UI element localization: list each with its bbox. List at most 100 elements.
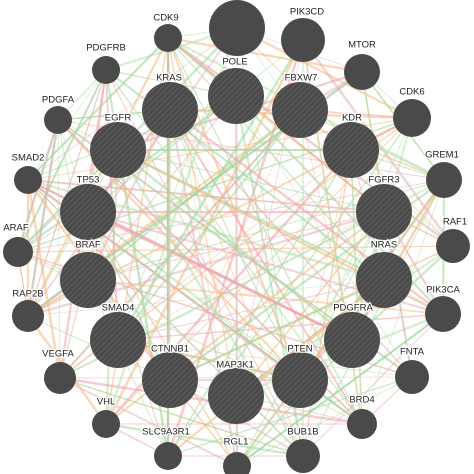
edge — [299, 109, 353, 341]
node-label: ARAF — [3, 223, 29, 234]
node-circle — [44, 362, 76, 394]
edge — [117, 109, 301, 341]
node-label: PDGFA — [42, 95, 75, 106]
edge — [27, 69, 107, 317]
node-label: CDK9 — [153, 13, 178, 24]
node-label: PIK3CD — [290, 7, 324, 18]
node-label: KRAS — [156, 73, 182, 84]
edge — [27, 37, 169, 181]
node-label: GREM1 — [425, 150, 459, 161]
node-label: FBXW7 — [285, 73, 318, 84]
node-label: RGL1 — [224, 437, 249, 448]
node-circle — [60, 252, 116, 308]
node-label: VHL — [97, 397, 115, 408]
node-label: SMAD4 — [102, 303, 135, 314]
node-label: EGFR — [105, 113, 132, 124]
node-label: SMAD2 — [12, 153, 45, 164]
node-label: BRD4 — [349, 395, 374, 406]
node-circle — [60, 184, 116, 240]
edge — [26, 119, 60, 317]
node-circle — [323, 122, 379, 178]
node-circle — [209, 0, 265, 56]
edge — [117, 149, 385, 213]
edge — [27, 27, 238, 181]
node-label: FNTA — [400, 347, 425, 358]
edge — [105, 422, 304, 458]
node-circle — [347, 409, 377, 439]
node-circle — [426, 162, 462, 198]
node-circle — [436, 229, 470, 263]
node-circle — [286, 439, 320, 473]
edge — [59, 377, 238, 467]
node-label: PIK3CA — [426, 285, 460, 296]
edge — [236, 26, 413, 120]
node-label: BRAF — [75, 240, 101, 251]
node-circle — [90, 312, 146, 368]
node-label: CDK6 — [399, 87, 424, 98]
edge — [116, 149, 305, 457]
node-circle — [92, 410, 120, 438]
node-label: TP53 — [77, 175, 100, 186]
node-circle — [12, 300, 44, 332]
node-label: PTEN — [287, 344, 312, 355]
edge — [167, 37, 385, 213]
node-circle — [223, 452, 251, 474]
node-circle — [281, 18, 325, 62]
node-circle — [393, 99, 431, 137]
edge — [87, 109, 301, 281]
edge — [117, 279, 385, 341]
node-circle — [154, 24, 182, 52]
node-label: FGFR3 — [368, 175, 399, 186]
node-circle — [142, 82, 198, 138]
edge — [116, 39, 305, 341]
node-circle — [395, 360, 429, 394]
node-circle — [324, 312, 380, 368]
node-circle — [356, 184, 412, 240]
node-circle — [272, 352, 328, 408]
node-circle — [90, 122, 146, 178]
node-label: KDR — [342, 113, 362, 124]
edge — [299, 109, 454, 247]
node-circle — [344, 54, 380, 90]
nodes: CDK9 PIK3CD MTOR CDK6 GREM1 RAF1 PIK3CA FNTA BRD… — [2, 5, 470, 474]
node-circle — [208, 368, 264, 424]
node-circle — [3, 237, 33, 267]
node-circle — [208, 68, 264, 124]
edge — [87, 279, 444, 315]
node-label: NRAS — [371, 240, 397, 251]
edge — [26, 179, 62, 379]
edge — [169, 279, 385, 381]
edge — [350, 149, 363, 425]
node-circle — [142, 352, 198, 408]
node-circle — [425, 296, 461, 332]
edge — [87, 211, 301, 381]
node-label: PDGFRA — [333, 303, 373, 314]
edge — [87, 211, 171, 381]
node-circle — [356, 252, 412, 308]
edge — [59, 377, 304, 457]
node-label: CTNNB1 — [151, 344, 189, 355]
node-label: SLC9A3R1 — [142, 427, 190, 438]
node-label: MTOR — [348, 40, 376, 51]
edge — [236, 313, 444, 467]
node-label: POLE — [222, 57, 247, 68]
edge — [167, 36, 363, 74]
node-label: MAP3K1 — [216, 360, 254, 371]
edge — [302, 179, 445, 457]
node-label: PDGFRB — [86, 43, 126, 54]
edge — [87, 95, 237, 281]
node-circle — [272, 82, 328, 138]
node-circle — [92, 56, 120, 84]
edge — [302, 313, 444, 457]
node-circle — [154, 442, 182, 470]
edge — [235, 211, 385, 397]
edge — [27, 37, 169, 317]
edge — [299, 117, 413, 381]
edge — [17, 69, 107, 253]
node-circle — [44, 106, 72, 134]
node-label: RAP2B — [12, 289, 43, 300]
edge — [169, 109, 363, 425]
edge — [57, 119, 61, 379]
node-label: VEGFA — [42, 349, 74, 360]
